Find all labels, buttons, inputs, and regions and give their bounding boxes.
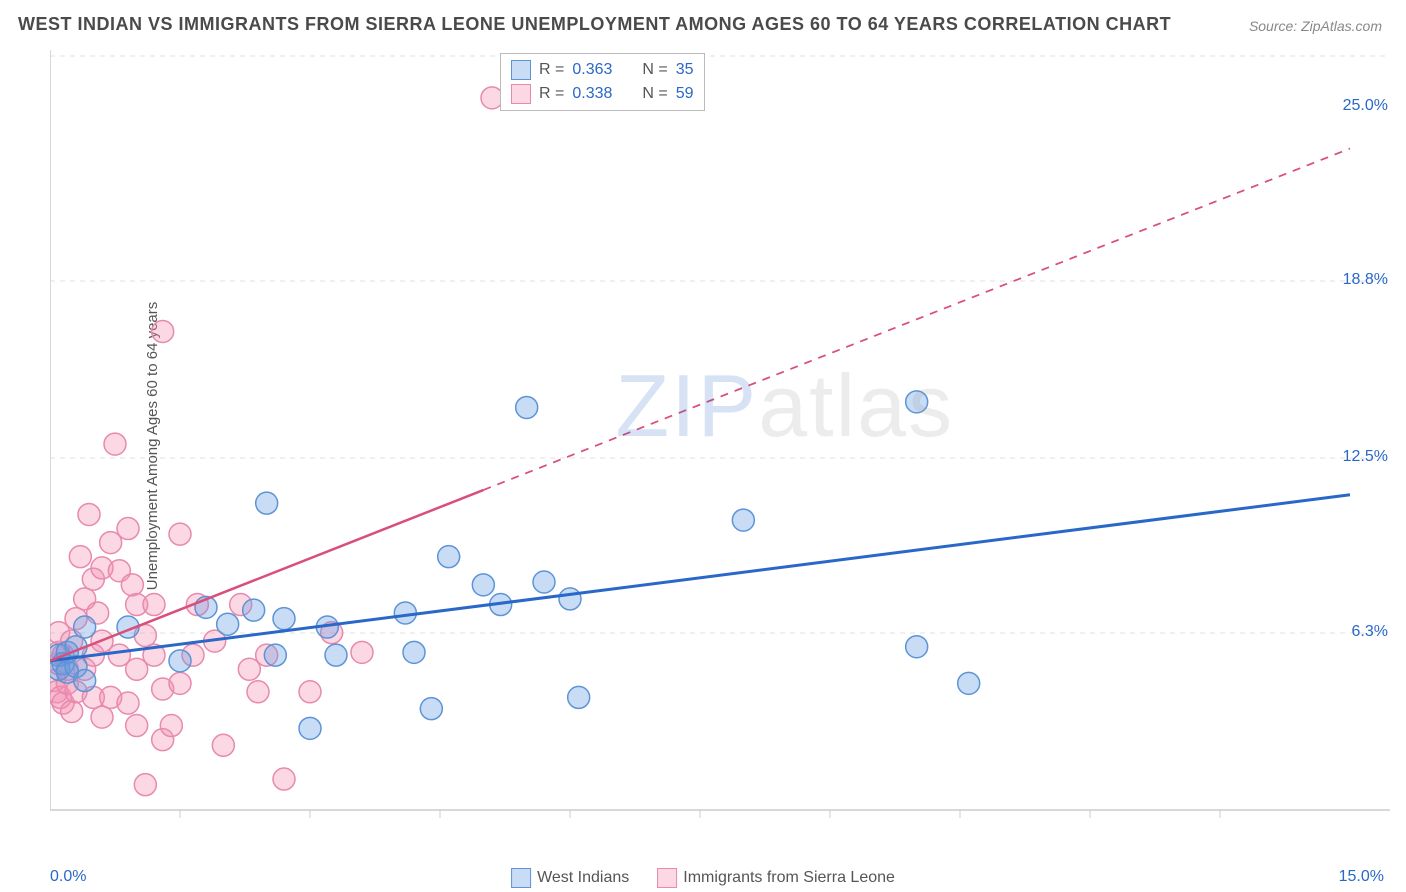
plot-area: R = 0.363 N = 35 R = 0.338 N = 59 ZIPatl… bbox=[50, 50, 1396, 852]
chart-title: WEST INDIAN VS IMMIGRANTS FROM SIERRA LE… bbox=[18, 14, 1171, 35]
stats-swatch bbox=[511, 60, 531, 80]
stats-swatch bbox=[511, 84, 531, 104]
stats-r-label: R = bbox=[539, 58, 564, 82]
x-axis-min-label: 0.0% bbox=[50, 868, 86, 886]
stats-n-value: 35 bbox=[676, 58, 694, 82]
source-label: Source: ZipAtlas.com bbox=[1249, 18, 1382, 34]
legend-swatch bbox=[657, 868, 677, 888]
stats-r-value: 0.338 bbox=[572, 82, 612, 106]
stats-n-label: N = bbox=[642, 82, 667, 106]
y-tick-label: 18.8% bbox=[1343, 271, 1388, 289]
legend-label: Immigrants from Sierra Leone bbox=[683, 869, 895, 886]
stats-legend-box: R = 0.363 N = 35 R = 0.338 N = 59 bbox=[500, 53, 705, 111]
legend-item: West Indians bbox=[511, 868, 629, 888]
stats-r-label: R = bbox=[539, 82, 564, 106]
stats-row: R = 0.338 N = 59 bbox=[511, 82, 694, 106]
legend-label: West Indians bbox=[537, 869, 629, 886]
stats-row: R = 0.363 N = 35 bbox=[511, 58, 694, 82]
y-tick-label: 25.0% bbox=[1343, 97, 1388, 115]
y-tick-label: 6.3% bbox=[1352, 623, 1388, 641]
x-axis-max-label: 15.0% bbox=[1339, 868, 1384, 886]
chart-svg bbox=[50, 50, 1396, 852]
legend-item: Immigrants from Sierra Leone bbox=[657, 868, 895, 888]
legend-swatch bbox=[511, 868, 531, 888]
stats-n-value: 59 bbox=[676, 82, 694, 106]
y-tick-label: 12.5% bbox=[1343, 448, 1388, 466]
legend-bottom: West Indians Immigrants from Sierra Leone bbox=[511, 868, 895, 888]
stats-r-value: 0.363 bbox=[572, 58, 612, 82]
stats-n-label: N = bbox=[642, 58, 667, 82]
